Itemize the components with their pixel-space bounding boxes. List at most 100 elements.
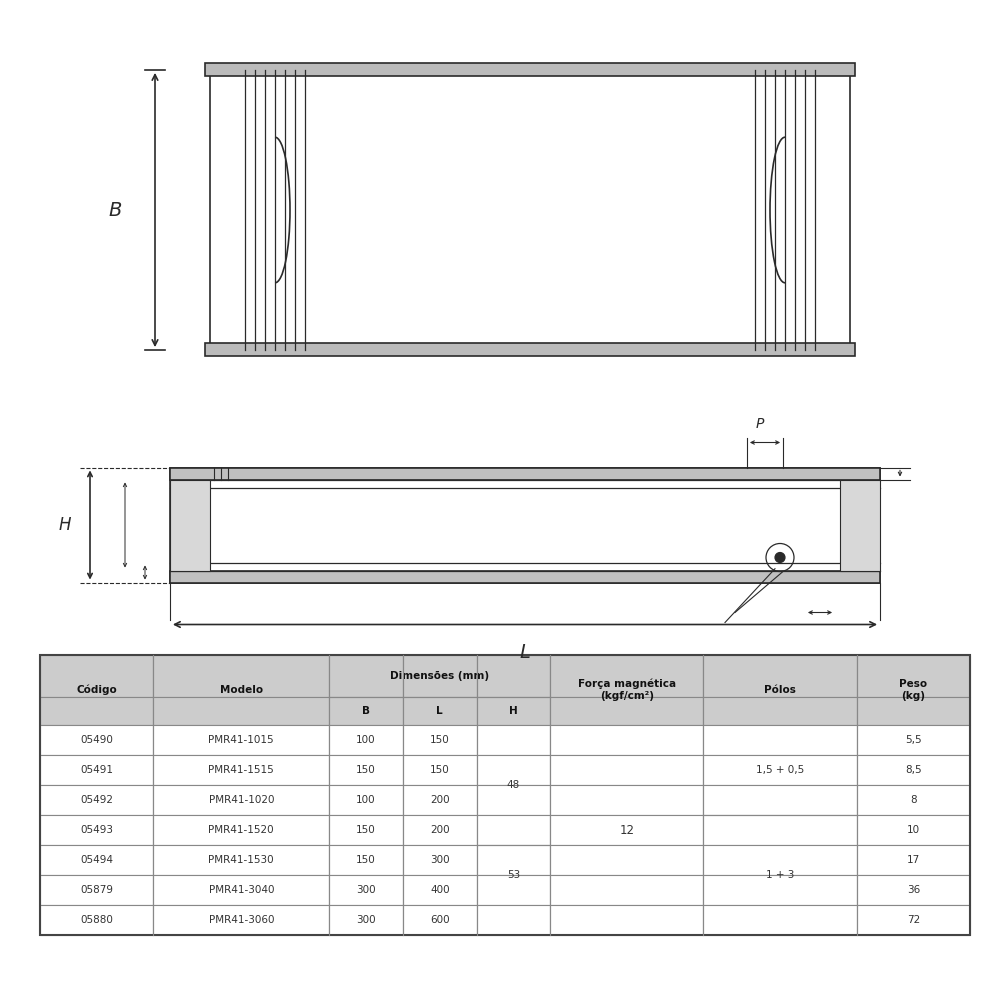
Text: L: L (520, 643, 530, 662)
Bar (477, 815, 550, 845)
Bar (170, 468, 880, 480)
Bar (329, 845, 403, 875)
Bar (477, 655, 550, 697)
Bar (40, 725, 153, 755)
Bar (477, 905, 550, 935)
Bar (403, 655, 477, 697)
Bar (857, 725, 970, 755)
Bar (40, 905, 153, 935)
Bar (403, 785, 477, 815)
Bar (403, 697, 477, 725)
Text: H: H (59, 516, 71, 534)
Bar (40, 655, 153, 697)
Text: 05492: 05492 (80, 795, 113, 805)
Bar (477, 697, 550, 725)
Text: Modelo: Modelo (220, 685, 263, 695)
Text: 53: 53 (507, 870, 520, 880)
Text: 05494: 05494 (80, 855, 113, 865)
Bar (153, 725, 329, 755)
Bar (153, 697, 329, 725)
Bar (205, 63, 855, 76)
Bar (153, 875, 329, 905)
Bar (703, 725, 857, 755)
Text: 100: 100 (356, 735, 376, 745)
Text: B: B (362, 706, 370, 716)
Bar (550, 875, 703, 905)
Bar (153, 845, 329, 875)
Text: 150: 150 (430, 735, 450, 745)
Bar (703, 655, 857, 697)
Bar (477, 785, 550, 815)
Text: 150: 150 (356, 825, 376, 835)
Bar (857, 755, 970, 785)
Bar (550, 785, 703, 815)
Bar (153, 785, 329, 815)
Bar (40, 755, 153, 785)
Text: 17: 17 (907, 855, 920, 865)
Bar (477, 845, 550, 875)
Text: 8,5: 8,5 (905, 765, 922, 775)
Text: Pólos: Pólos (764, 685, 796, 695)
Bar (857, 815, 970, 845)
Bar (857, 785, 970, 815)
Bar (550, 697, 703, 725)
Text: PMR41-1530: PMR41-1530 (208, 855, 274, 865)
Bar (703, 815, 857, 845)
Bar (550, 905, 703, 935)
Bar (703, 875, 857, 905)
Text: Peso
(kg): Peso (kg) (899, 679, 927, 701)
Text: 200: 200 (430, 825, 450, 835)
Text: PMR41-1020: PMR41-1020 (209, 795, 274, 805)
Bar (403, 875, 477, 905)
Bar (857, 655, 970, 697)
Bar (40, 697, 153, 725)
Text: 600: 600 (430, 915, 450, 925)
Bar (205, 343, 855, 356)
Bar (857, 697, 970, 725)
Text: 300: 300 (430, 855, 450, 865)
Bar (403, 755, 477, 785)
Text: Dimensões (mm): Dimensões (mm) (390, 671, 489, 681)
Bar (153, 815, 329, 845)
Bar (403, 845, 477, 875)
Bar (703, 905, 857, 935)
Text: 72: 72 (907, 915, 920, 925)
Bar (550, 845, 703, 875)
Bar (40, 785, 153, 815)
Text: 200: 200 (430, 795, 450, 805)
Bar (703, 845, 857, 875)
Bar (703, 697, 857, 725)
Bar (153, 905, 329, 935)
Bar (550, 755, 703, 785)
Text: PMR41-3060: PMR41-3060 (209, 915, 274, 925)
Text: PMR41-1520: PMR41-1520 (208, 825, 274, 835)
Bar (40, 845, 153, 875)
Bar (170, 480, 210, 570)
Bar (329, 755, 403, 785)
Bar (857, 875, 970, 905)
Text: 05880: 05880 (80, 915, 113, 925)
Text: 1 + 3: 1 + 3 (766, 870, 794, 880)
Text: 150: 150 (356, 855, 376, 865)
Text: 05490: 05490 (80, 735, 113, 745)
Bar (550, 655, 703, 697)
Text: 05491: 05491 (80, 765, 113, 775)
Bar (550, 815, 703, 845)
Text: 150: 150 (356, 765, 376, 775)
Bar (153, 655, 329, 697)
Bar (703, 785, 857, 815)
Text: 05493: 05493 (80, 825, 113, 835)
Text: 300: 300 (356, 915, 376, 925)
Bar (403, 905, 477, 935)
Text: Código: Código (76, 685, 117, 695)
Bar (329, 697, 403, 725)
Text: 8: 8 (910, 795, 917, 805)
Bar (403, 725, 477, 755)
Bar (329, 905, 403, 935)
Text: Força magnética
(kgf/cm²): Força magnética (kgf/cm²) (578, 679, 676, 701)
Bar (329, 655, 403, 697)
Bar (329, 725, 403, 755)
Bar (40, 875, 153, 905)
Text: 1,5 + 0,5: 1,5 + 0,5 (756, 765, 804, 775)
Text: H: H (509, 706, 518, 716)
